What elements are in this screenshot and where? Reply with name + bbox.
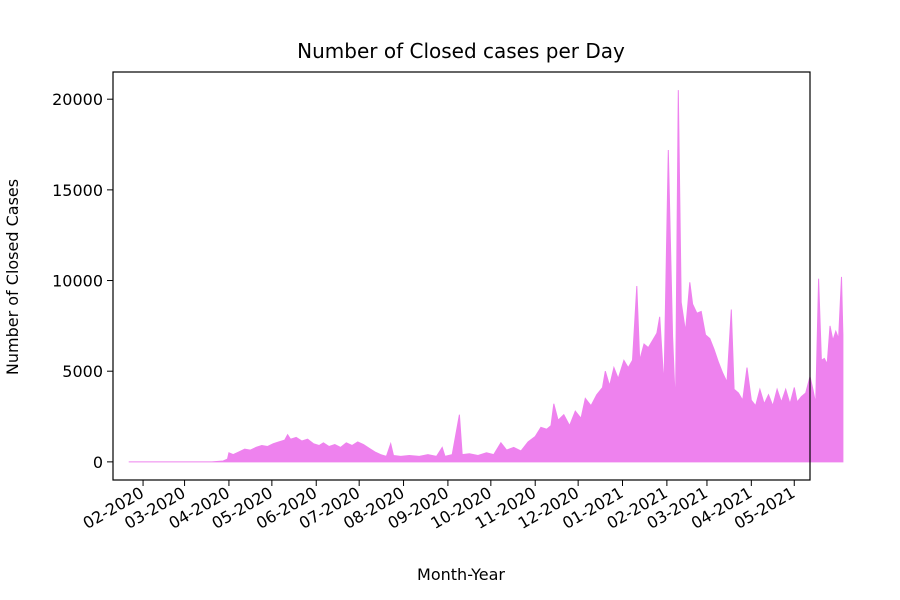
y-tick-label: 20000	[52, 90, 103, 109]
plot-frame	[112, 71, 811, 481]
x-axis: 02-202003-202004-202005-202006-202007-20…	[80, 480, 798, 533]
y-axis: 0 5000 10000 15000 20000	[52, 90, 113, 472]
chart-title: Number of Closed cases per Day	[297, 39, 625, 63]
y-axis-label: Number of Closed Cases	[3, 179, 22, 375]
y-tick-label: 5000	[62, 362, 103, 381]
plot-area	[128, 90, 844, 463]
series-area-0	[128, 90, 844, 463]
y-tick-label: 0	[93, 453, 103, 472]
y-tick-label: 15000	[52, 181, 103, 200]
y-tick-label: 10000	[52, 272, 103, 291]
x-axis-label: Month-Year	[417, 565, 505, 584]
